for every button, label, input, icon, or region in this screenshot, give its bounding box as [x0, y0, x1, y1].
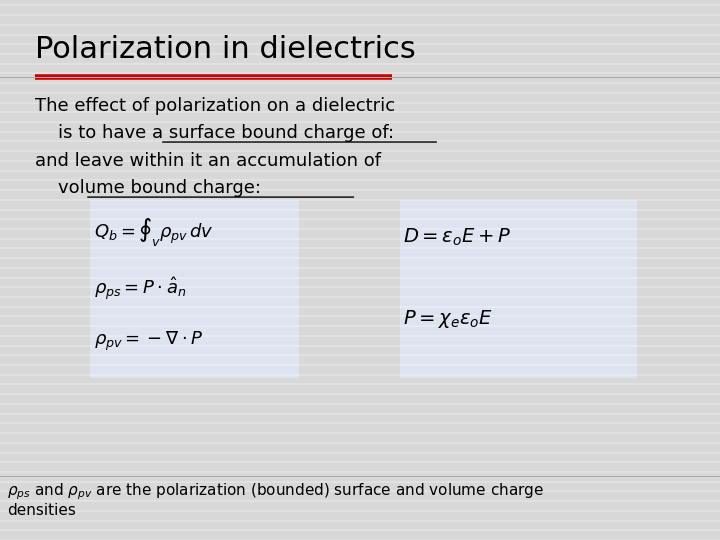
Text: $P = \chi_e \varepsilon_o E$: $P = \chi_e \varepsilon_o E$: [403, 308, 493, 330]
Text: $Q_b = \oint_v \rho_{pv}\,dv$: $Q_b = \oint_v \rho_{pv}\,dv$: [94, 216, 213, 248]
Text: Polarization in dielectrics: Polarization in dielectrics: [35, 35, 415, 64]
Text: and leave within it an accumulation of: and leave within it an accumulation of: [35, 152, 381, 170]
Text: volume bound charge:: volume bound charge:: [35, 179, 261, 197]
Text: $\rho_{ps}$ and $\rho_{pv}$ are the polarization (bounded) surface and volume ch: $\rho_{ps}$ and $\rho_{pv}$ are the pola…: [7, 482, 544, 502]
Text: $\rho_{pv} = -\nabla \cdot P$: $\rho_{pv} = -\nabla \cdot P$: [94, 329, 203, 353]
Text: The effect of polarization on a dielectric: The effect of polarization on a dielectr…: [35, 97, 395, 115]
FancyBboxPatch shape: [400, 200, 637, 378]
Text: densities: densities: [7, 503, 76, 518]
Text: is to have a surface bound charge of:: is to have a surface bound charge of:: [35, 124, 394, 142]
FancyBboxPatch shape: [90, 200, 299, 378]
Text: $\rho_{ps} = P \cdot \hat{a}_n$: $\rho_{ps} = P \cdot \hat{a}_n$: [94, 275, 186, 302]
Text: $D = \varepsilon_o E + P$: $D = \varepsilon_o E + P$: [403, 227, 512, 248]
